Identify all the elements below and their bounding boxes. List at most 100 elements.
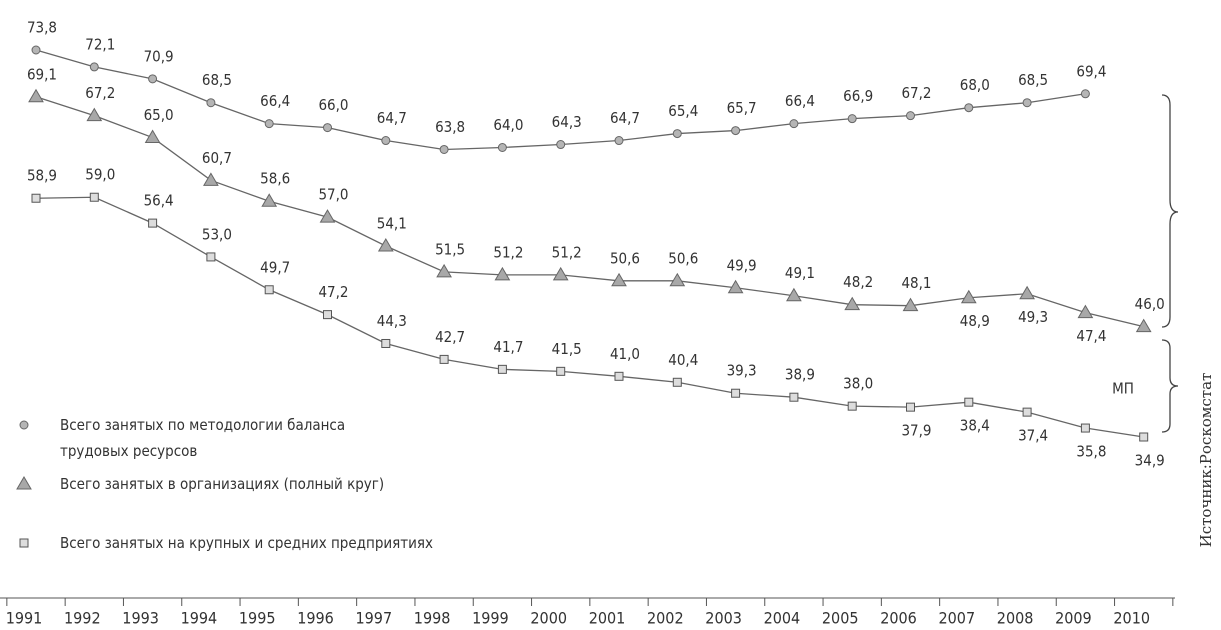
- point: [381, 136, 391, 146]
- value-label: 49,7: [260, 258, 290, 276]
- point: [556, 366, 566, 376]
- point: [902, 297, 919, 312]
- value-label: 49,1: [785, 264, 815, 282]
- point: [847, 401, 857, 411]
- point: [264, 285, 274, 295]
- point: [789, 119, 799, 129]
- x-tick-label: 1999: [472, 609, 509, 628]
- brace: [1161, 94, 1179, 328]
- value-label: 48,9: [960, 312, 990, 330]
- point: [1139, 432, 1149, 442]
- x-tick-label: 1998: [414, 609, 451, 628]
- legend-label: Всего занятых в организациях (полный кру…: [60, 475, 385, 493]
- x-tick-label: 1991: [6, 609, 43, 628]
- x-tick-label: 2005: [822, 609, 859, 628]
- value-label: 50,6: [668, 249, 698, 267]
- value-label: 68,5: [202, 71, 232, 89]
- point: [148, 218, 158, 228]
- value-label: 67,2: [85, 84, 115, 102]
- value-label: 48,2: [843, 273, 873, 291]
- point: [319, 209, 336, 223]
- value-label: 39,3: [727, 362, 757, 380]
- annotation: МП: [1112, 380, 1134, 398]
- point: [906, 402, 915, 412]
- point: [264, 119, 274, 129]
- point: [556, 140, 566, 150]
- value-label: 63,8: [435, 118, 465, 136]
- value-label: 66,0: [318, 96, 348, 114]
- value-label: 40,4: [668, 351, 698, 369]
- value-label: 53,0: [202, 225, 232, 243]
- x-tick-label: 2002: [647, 609, 684, 628]
- value-label: 67,2: [901, 84, 931, 102]
- value-label: 64,7: [610, 109, 640, 127]
- value-label: 49,3: [1018, 308, 1048, 326]
- point: [148, 74, 158, 84]
- value-label: 66,9: [843, 87, 873, 105]
- value-label: 60,7: [202, 149, 232, 167]
- legend-marker: [19, 538, 29, 548]
- value-label: 65,4: [668, 102, 698, 120]
- point: [614, 371, 624, 381]
- point: [906, 111, 915, 121]
- value-label: 64,3: [552, 113, 582, 131]
- point: [844, 296, 861, 311]
- value-label: 41,5: [552, 340, 582, 358]
- brace: [1161, 339, 1179, 433]
- value-label: 64,7: [377, 109, 407, 127]
- point: [439, 354, 449, 364]
- x-tick-label: 2001: [589, 609, 626, 628]
- point: [439, 144, 449, 154]
- point: [381, 338, 391, 348]
- value-label: 70,9: [144, 47, 174, 65]
- value-label: 35,8: [1076, 443, 1106, 461]
- value-label: 69,4: [1076, 62, 1106, 80]
- value-label: 41,7: [493, 338, 523, 356]
- point: [669, 272, 686, 287]
- x-tick-label: 1996: [297, 609, 334, 628]
- x-tick-label: 2006: [880, 609, 917, 628]
- value-label: 73,8: [27, 19, 57, 37]
- x-tick-label: 1997: [355, 609, 392, 628]
- point: [1019, 285, 1035, 300]
- point: [611, 272, 627, 287]
- value-label: 57,0: [318, 186, 348, 204]
- point: [786, 287, 802, 302]
- point: [672, 129, 682, 139]
- x-tick-label: 2004: [764, 609, 801, 628]
- value-label: 54,1: [377, 214, 407, 232]
- point: [206, 252, 216, 262]
- value-label: 58,6: [260, 170, 290, 188]
- point: [847, 114, 857, 124]
- point: [31, 193, 41, 203]
- point: [261, 193, 278, 207]
- x-tick-label: 2007: [938, 609, 975, 628]
- value-label: 72,1: [85, 35, 115, 53]
- value-label: 50,6: [610, 249, 640, 267]
- x-tick-label: 2000: [530, 609, 567, 628]
- value-label: 64,0: [493, 116, 523, 134]
- point: [614, 136, 624, 146]
- line: [35, 196, 1144, 438]
- value-label: 65,7: [727, 99, 757, 117]
- value-label: 51,2: [493, 243, 523, 261]
- point: [731, 126, 741, 136]
- value-label: 51,5: [435, 240, 465, 258]
- line: [35, 96, 1144, 328]
- legend-marker: [16, 476, 32, 490]
- value-label: 44,3: [377, 312, 407, 330]
- point: [1077, 304, 1094, 319]
- point: [1080, 423, 1090, 433]
- x-tick-label: 1993: [122, 609, 159, 628]
- point: [203, 172, 219, 186]
- point: [323, 310, 332, 320]
- legend-label: Всего занятых по методологии баланса тру…: [60, 416, 346, 460]
- point: [323, 123, 332, 133]
- value-label: 69,1: [27, 65, 57, 83]
- value-label: 46,0: [1135, 295, 1165, 313]
- x-tick-label: 1995: [239, 609, 276, 628]
- value-label: 49,9: [727, 256, 757, 274]
- point: [1135, 318, 1152, 333]
- point: [497, 364, 507, 374]
